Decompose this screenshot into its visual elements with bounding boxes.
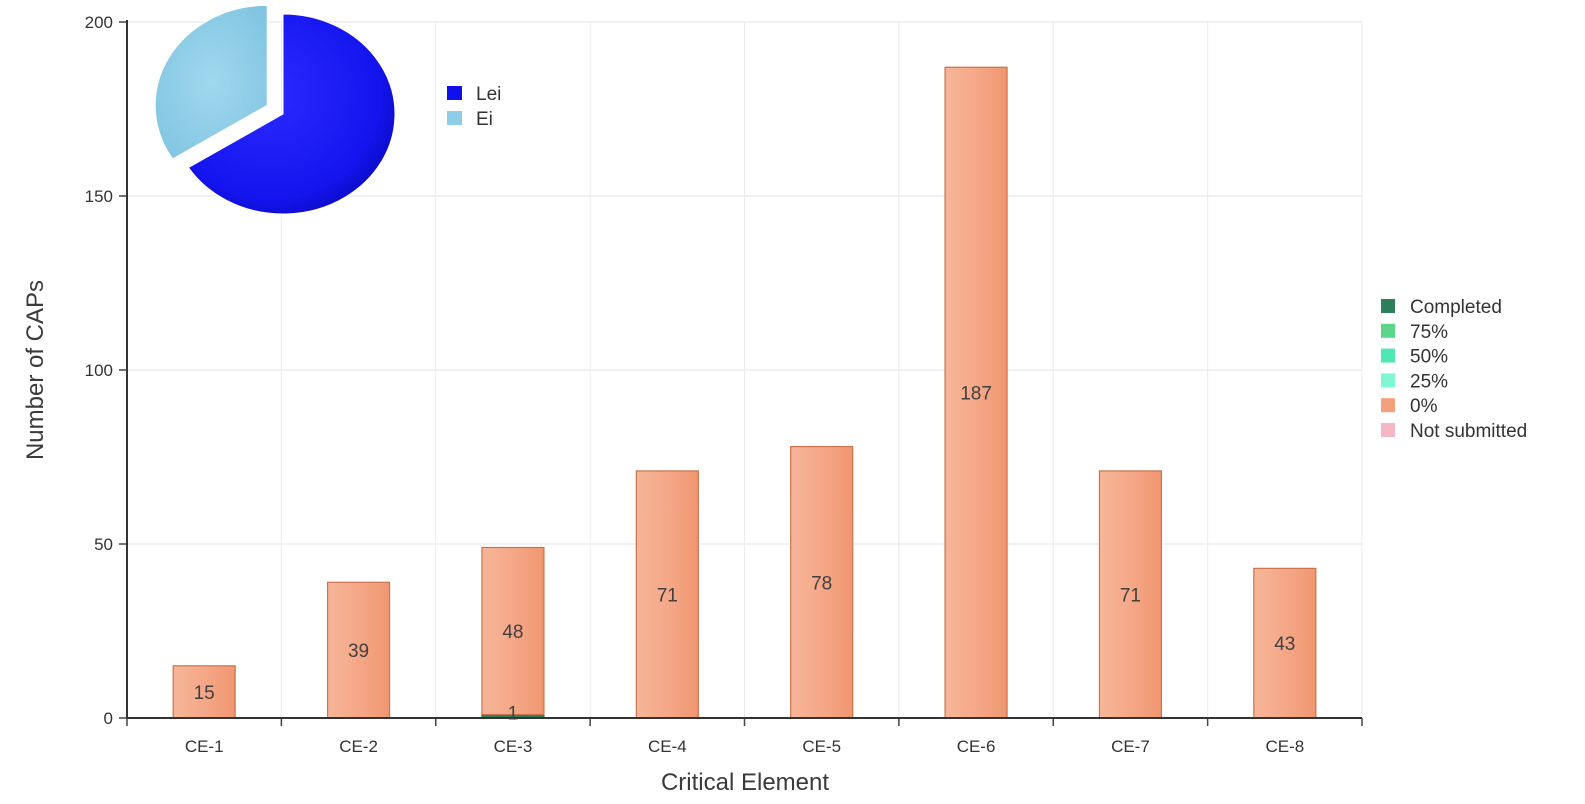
legend-label: 25%	[1410, 371, 1448, 392]
legend-swatch	[447, 86, 462, 100]
y-tick-label: 50	[94, 535, 113, 554]
legend-swatch	[1381, 323, 1395, 338]
data-label: 1	[508, 704, 519, 725]
y-tick-label: 200	[85, 13, 113, 32]
legend-label: Not submitted	[1410, 421, 1527, 442]
data-label: 43	[1274, 634, 1295, 655]
x-tick-label: CE-8	[1265, 737, 1304, 756]
bar-segment	[481, 546, 545, 716]
y-tick-label: 0	[104, 709, 113, 728]
data-label: 187	[960, 384, 992, 405]
x-tick-label: CE-2	[339, 737, 378, 756]
legend-swatch	[447, 111, 462, 125]
x-tick-label: CE-3	[494, 737, 533, 756]
legend-swatch	[1381, 299, 1395, 313]
data-label: 39	[348, 641, 369, 662]
x-tick-label: CE-5	[802, 737, 841, 756]
bar-segment	[944, 66, 1008, 719]
legend-label: Lei	[476, 84, 501, 105]
legend-swatch	[1381, 423, 1395, 437]
bar-segment	[635, 470, 699, 719]
x-tick-label: CE-1	[185, 737, 224, 756]
bar-series	[172, 66, 1317, 719]
legend-label: 50%	[1410, 347, 1448, 368]
legend-swatch	[1381, 373, 1395, 388]
y-axis-title: Number of CAPs	[22, 280, 49, 460]
pie-legend: Lei Ei	[447, 84, 501, 130]
legend-swatch	[1381, 348, 1395, 363]
bar-legend: Completed 75% 50% 25% 0% Not submitted	[1381, 297, 1527, 442]
data-label: 71	[1120, 585, 1141, 606]
plot-area: 0 50 100 150 200 CE-1 CE-2 CE-3 CE-4 CE-5 CE-6 CE-7…	[85, 13, 1363, 756]
data-labels: 15 39 1 48 71 78 187 71 43	[194, 384, 1296, 725]
x-tick-label: CE-4	[648, 737, 687, 756]
pie-slice	[154, 4, 268, 160]
x-axis-title: Critical Element	[661, 769, 829, 796]
legend-label: 0%	[1410, 396, 1438, 417]
data-label: 78	[811, 573, 832, 594]
legend-label: Completed	[1410, 297, 1502, 318]
bar-segment	[326, 581, 391, 719]
y-tick-label: 150	[85, 187, 113, 206]
legend-swatch	[1381, 398, 1395, 413]
bar-segment	[172, 665, 236, 719]
x-tick-label: CE-6	[957, 737, 996, 756]
axes: 0 50 100 150 200 CE-1 CE-2 CE-3 CE-4 CE-5 CE-6 CE-7…	[85, 13, 1363, 756]
pie-slice	[187, 13, 396, 215]
y-tick-label: 100	[85, 361, 113, 380]
x-tick-label: CE-7	[1111, 737, 1150, 756]
data-label: 15	[194, 683, 215, 704]
bar-segment	[790, 445, 854, 719]
legend-label: 75%	[1410, 322, 1448, 343]
legend-label: Ei	[476, 109, 493, 130]
pie-chart	[154, 4, 396, 215]
data-label: 71	[657, 585, 678, 606]
bar-segment	[1253, 567, 1317, 719]
bar-segment	[1098, 470, 1163, 719]
data-label: 48	[502, 622, 523, 643]
